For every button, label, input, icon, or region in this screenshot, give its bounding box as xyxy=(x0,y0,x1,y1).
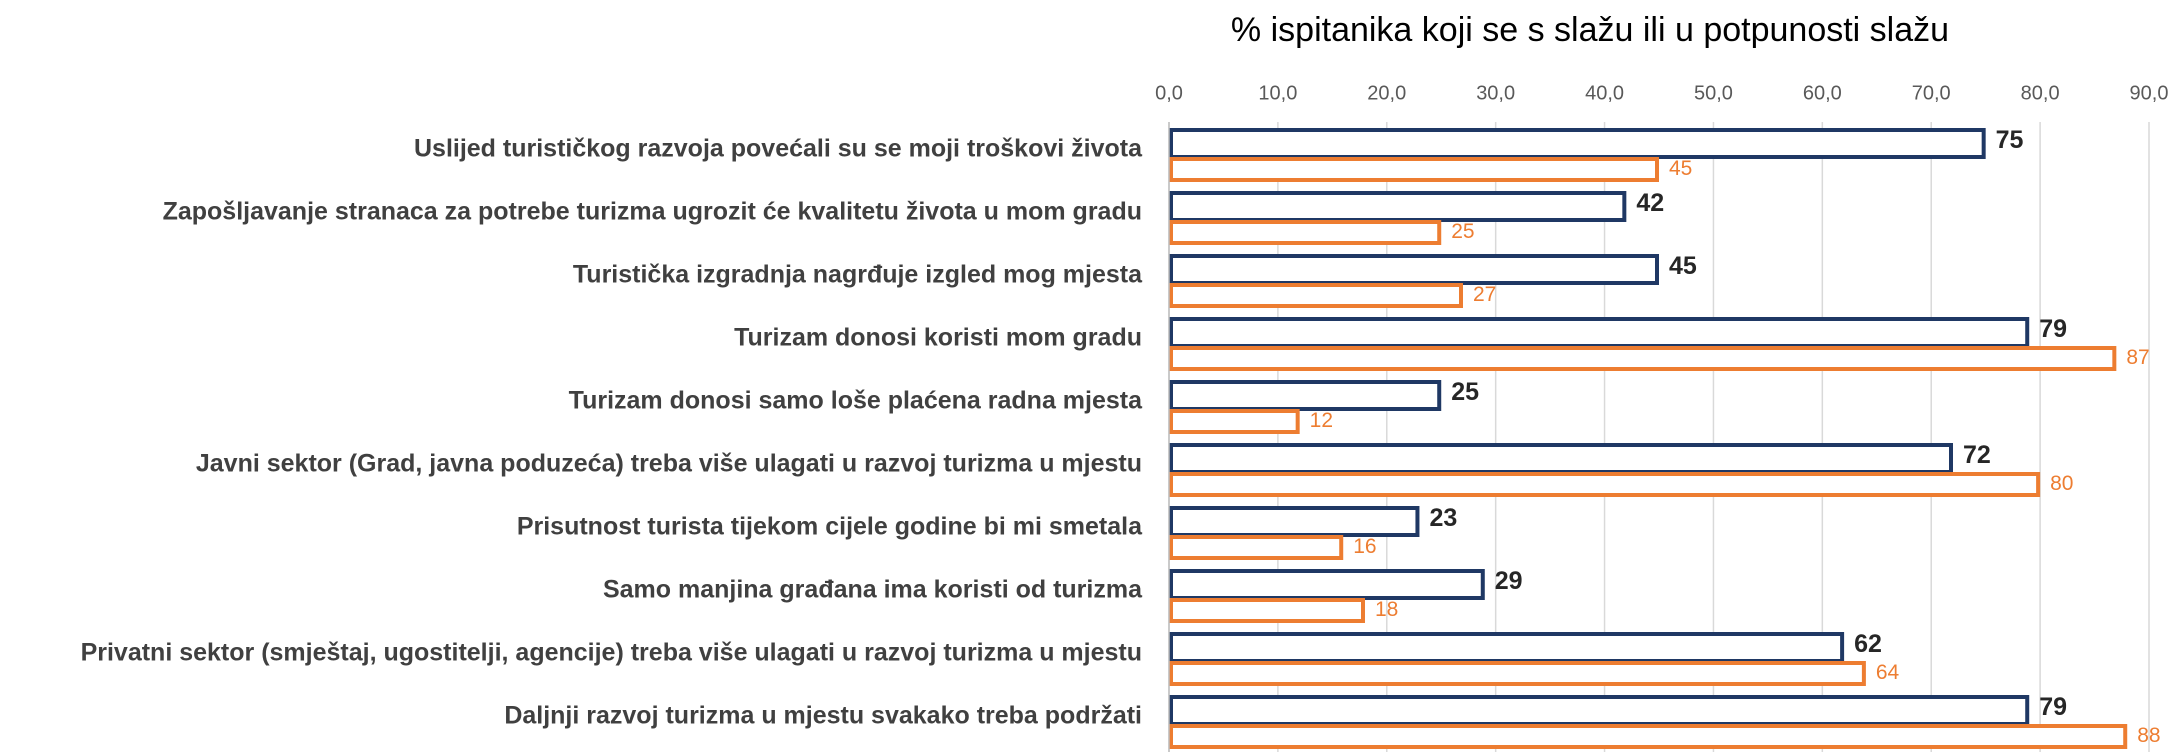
bar xyxy=(1169,598,1365,623)
x-tick-label: 20,0 xyxy=(1367,82,1406,104)
category-label: Javni sektor (Grad, javna poduzeća) treb… xyxy=(196,450,1142,478)
bar xyxy=(1169,472,2041,497)
data-label: 45 xyxy=(1669,157,1692,180)
data-label: 45 xyxy=(1669,252,1697,280)
bar xyxy=(1169,569,1485,600)
x-tick-label: 70,0 xyxy=(1912,82,1951,104)
category-label: Samo manjina građana ima koristi od turi… xyxy=(603,576,1143,604)
category-label: Turizam donosi koristi mom gradu xyxy=(734,324,1142,352)
x-tick-label: 10,0 xyxy=(1258,82,1297,104)
data-label: 79 xyxy=(2039,693,2067,721)
data-label: 75 xyxy=(1996,126,2024,154)
x-tick-label: 0,0 xyxy=(1155,82,1183,104)
bar xyxy=(1169,346,2117,371)
data-label: 80 xyxy=(2050,472,2073,495)
bar xyxy=(1169,157,1659,182)
bar xyxy=(1169,661,1866,686)
category-label: Turizam donosi samo loše plaćena radna m… xyxy=(569,387,1143,415)
data-label: 64 xyxy=(1876,661,1900,684)
data-label: 23 xyxy=(1429,504,1457,532)
bar xyxy=(1169,409,1300,434)
data-label: 62 xyxy=(1854,630,1882,658)
bar xyxy=(1169,443,1953,474)
data-label: 25 xyxy=(1451,220,1474,243)
data-label: 12 xyxy=(1310,409,1333,432)
category-label: Zapošljavanje stranaca za potrebe turizm… xyxy=(163,198,1142,226)
data-label: 29 xyxy=(1495,567,1523,595)
bar xyxy=(1169,535,1344,560)
data-label: 72 xyxy=(1963,441,1991,469)
category-label: Privatni sektor (smještaj, ugostitelji, … xyxy=(81,639,1142,667)
x-tick-label: 30,0 xyxy=(1476,82,1515,104)
data-label: 18 xyxy=(1375,598,1398,621)
category-label: Turistička izgradnja nagrđuje izgled mog… xyxy=(573,261,1143,289)
bar xyxy=(1169,283,1463,308)
chart-title: % ispitanika koji se s slažu ili u potpu… xyxy=(1231,11,1949,49)
data-label: 42 xyxy=(1636,189,1664,217)
data-label: 16 xyxy=(1353,535,1376,558)
bar xyxy=(1169,191,1627,222)
bar xyxy=(1169,317,2030,348)
bar xyxy=(1169,254,1659,285)
bar xyxy=(1169,220,1442,245)
data-label: 79 xyxy=(2039,315,2067,343)
bar xyxy=(1169,632,1845,663)
bar xyxy=(1169,724,2128,749)
x-tick-label: 90,0 xyxy=(2130,82,2169,104)
bar xyxy=(1169,695,2030,726)
category-label: Daljnji razvoj turizma u mjestu svakako … xyxy=(504,702,1142,730)
bar xyxy=(1169,128,1986,159)
data-label: 27 xyxy=(1473,283,1496,306)
category-label: Uslijed turističkog razvoja povećali su … xyxy=(414,135,1143,163)
data-label: 88 xyxy=(2137,724,2160,747)
category-label: Prisutnost turista tijekom cijele godine… xyxy=(517,513,1143,541)
bar xyxy=(1169,506,1420,537)
x-tick-label: 40,0 xyxy=(1585,82,1624,104)
data-label: 25 xyxy=(1451,378,1479,406)
data-label: 87 xyxy=(2126,346,2149,369)
bar xyxy=(1169,380,1442,411)
x-tick-label: 60,0 xyxy=(1803,82,1842,104)
x-tick-label: 80,0 xyxy=(2021,82,2060,104)
x-tick-label: 50,0 xyxy=(1694,82,1733,104)
